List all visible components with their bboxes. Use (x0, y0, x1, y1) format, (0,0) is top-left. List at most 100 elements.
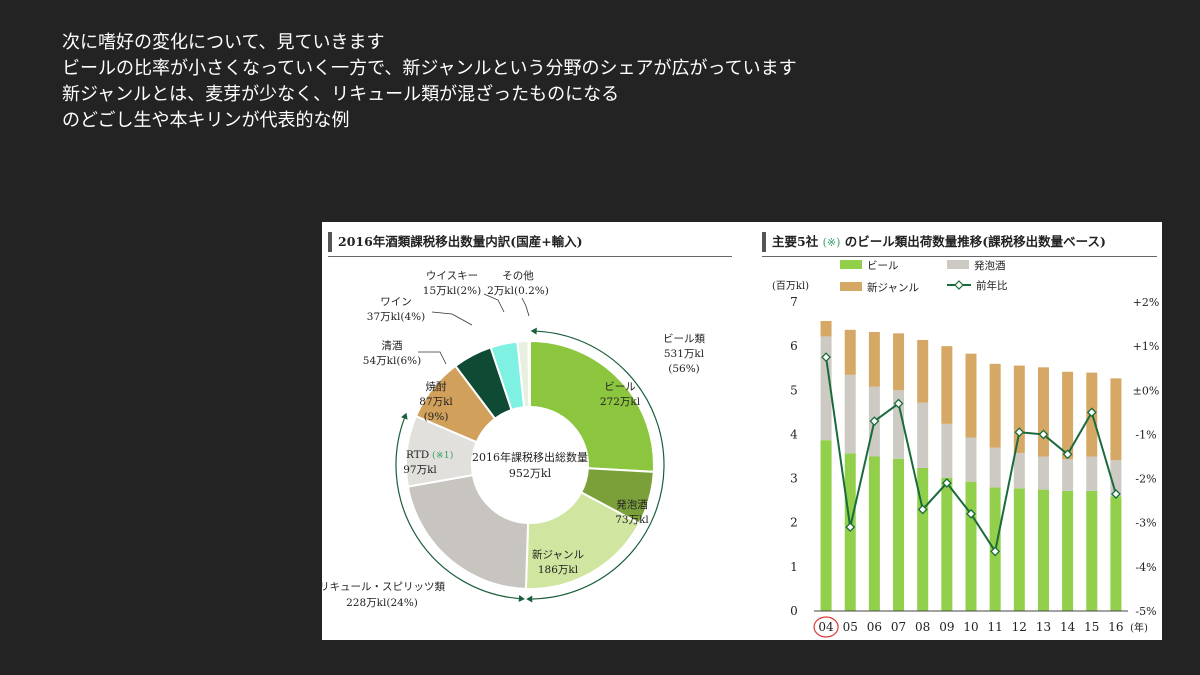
label-whisky-1: 15万kl(2%) (423, 285, 481, 297)
leader-line-2 (483, 293, 505, 313)
line-point-04 (821, 352, 831, 363)
label-rtd-value: 97万kl (403, 464, 437, 476)
line-point-12 (1014, 427, 1025, 438)
legend-swatch-2 (840, 282, 862, 291)
beer-group-arc (532, 330, 665, 600)
bar-05-1 (844, 374, 856, 454)
label-beer-1: 272万kl (600, 396, 641, 408)
y-tick-2: 2 (790, 516, 798, 530)
line-point-08 (917, 504, 928, 515)
bar-16-0 (1110, 496, 1122, 611)
pie-center-label-2: 952万kl (509, 467, 552, 480)
bar-04-2 (820, 320, 832, 337)
bar-16-1 (1110, 460, 1122, 497)
legend-label-2: 新ジャンル (867, 281, 919, 294)
chart-figure: 2016年酒類課税移出数量内訳(国産+輸入) 主要5社 (※) のビール類出荷数… (322, 222, 1162, 640)
label-beer-group-0: ビール類 (663, 333, 705, 345)
bar-12-2 (1013, 365, 1025, 453)
legend-swatch-1 (947, 260, 969, 269)
x-tick-14: 14 (1060, 620, 1076, 634)
pie-title-rule (328, 256, 732, 257)
bar-07-0 (893, 458, 905, 611)
x-tick-06: 06 (867, 620, 882, 634)
label-other-1: 2万kl(0.2%) (487, 285, 549, 297)
line-point-15 (1086, 407, 1097, 418)
bar-title-main: 主要5社 (772, 234, 819, 249)
y2-tick-2: ±0% (1133, 384, 1160, 397)
bar-15-1 (1086, 456, 1098, 491)
y-tick-6: 6 (790, 339, 798, 353)
x-tick-10: 10 (963, 620, 978, 634)
slide-line-3: 新ジャンルとは、麦芽が少なく、リキュール類が混ざったものになる (62, 84, 620, 105)
bar-10-1 (965, 437, 977, 482)
y2-tick-5: -3% (1135, 517, 1156, 530)
label-whisky-0: ウイスキー (426, 270, 478, 282)
leader-line-1 (431, 311, 473, 326)
x-tick-15: 15 (1084, 620, 1099, 634)
bar-06-0 (868, 456, 880, 611)
bar-05-2 (844, 329, 856, 375)
label-wine-0: ワイン (380, 296, 412, 308)
label-seishu-1: 54万kl(6%) (363, 355, 421, 367)
line-point-07 (893, 398, 904, 409)
pie-title: 2016年酒類課税移出数量内訳(国産+輸入) (328, 232, 583, 252)
bar-title: 主要5社 (※) のビール類出荷数量推移(課税移出数量ベース) (762, 232, 1106, 252)
bar-04-1 (820, 336, 832, 441)
y-tick-3: 3 (790, 472, 798, 486)
slide-line-2: ビールの比率が小さくなっていく一方で、新ジャンルという分野のシェアが広がっていま… (62, 58, 797, 79)
x-tick-13: 13 (1036, 620, 1051, 634)
bar-07-1 (893, 390, 905, 459)
bar-09-0 (941, 477, 953, 611)
bar-08-0 (917, 467, 929, 611)
bar-title-rule (762, 256, 1157, 257)
label-other-0: その他 (502, 269, 534, 282)
x-tick-04: 04 (818, 620, 834, 634)
legend-line-label: 前年比 (976, 279, 1008, 292)
y-tick-7: 7 (790, 295, 798, 309)
bar-10-0 (965, 481, 977, 611)
bar-14-0 (1062, 490, 1074, 611)
bar-13-1 (1037, 456, 1049, 490)
pie-slice-0 (529, 339, 655, 473)
liqueur-group-arc (395, 418, 519, 600)
legend-swatch-0 (840, 260, 862, 269)
y-tick-1: 1 (790, 560, 798, 574)
x-tick-12: 12 (1012, 620, 1027, 634)
label-rtd-name: RTD (406, 449, 429, 461)
label-rtd-note: (※1) (432, 450, 453, 461)
bar-11-1 (989, 447, 1001, 488)
leader-line-3 (521, 297, 530, 317)
y2-tick-6: -4% (1135, 561, 1156, 574)
bar-04-0 (820, 440, 832, 611)
pie-slice-3 (406, 473, 530, 590)
label-shochu-0: 焼酎 (426, 380, 447, 393)
label-shochu-2: (9%) (424, 411, 449, 423)
y-tick-4: 4 (790, 427, 798, 441)
bar-12-1 (1013, 452, 1025, 489)
beer-group-arc-arrow-0 (530, 327, 537, 335)
liqueur-group-arc-arrow-0 (518, 595, 525, 603)
label-liqueur-name-0: リキュール・スピリッツ類 (322, 581, 445, 593)
x-tick-11: 11 (988, 620, 1003, 634)
bar-title-note: (※) (822, 236, 841, 249)
leader-line-0 (418, 351, 447, 365)
line-point-10 (966, 508, 976, 519)
x-tick-07: 07 (891, 620, 906, 634)
label-new-genre-0: 新ジャンル (532, 548, 584, 561)
pie-slice-9 (527, 339, 531, 409)
label-beer-group-2: (56%) (668, 363, 700, 375)
beer-group-arc-arrow-1 (526, 595, 533, 603)
y2-tick-0: +2% (1133, 296, 1160, 309)
y2-tick-4: -2% (1135, 473, 1156, 486)
y-axis-unit: (百万kl) (772, 280, 809, 292)
bar-11-2 (989, 363, 1001, 448)
y2-tick-7: -5% (1135, 605, 1156, 618)
bar-12-0 (1013, 488, 1025, 611)
legend-line-marker (954, 280, 964, 290)
bar-15-0 (1086, 490, 1098, 611)
line-point-13 (1038, 429, 1049, 440)
slide-line-4: のどごし生や本キリンが代表的な例 (62, 110, 350, 131)
x-tick-09: 09 (939, 620, 954, 634)
line-point-16 (1111, 489, 1121, 499)
